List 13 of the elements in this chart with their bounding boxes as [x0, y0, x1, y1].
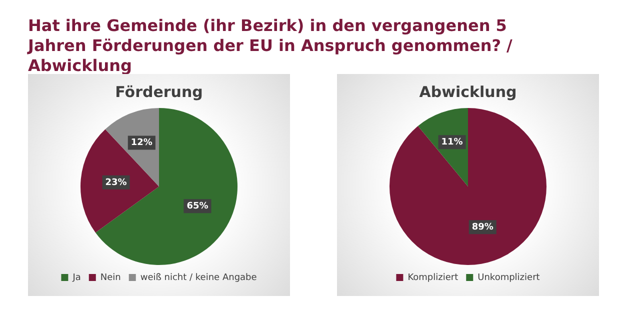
data-label: 11%: [441, 138, 463, 148]
legend-label: Nein: [100, 272, 121, 283]
data-label: 65%: [186, 201, 208, 212]
chart-title: Förderung: [115, 82, 203, 101]
data-label: 23%: [105, 178, 127, 188]
text: Hat ihre Gemeinde (ihr Bezirk) in den vergangenen 5 Jahren Förderungen der EU in Anspruch genommen? / Abwicklung: [28, 16, 514, 76]
data-label: 12%: [130, 138, 152, 148]
legend-label: weiß nicht / keine Angabe: [140, 272, 258, 283]
legend-label: Unkompliziert: [478, 272, 540, 283]
legend-label: Kompliziert: [408, 272, 459, 283]
data-label: 89%: [472, 222, 494, 232]
legend-label: Ja: [72, 272, 81, 283]
chart-title: Abwicklung: [419, 82, 517, 101]
